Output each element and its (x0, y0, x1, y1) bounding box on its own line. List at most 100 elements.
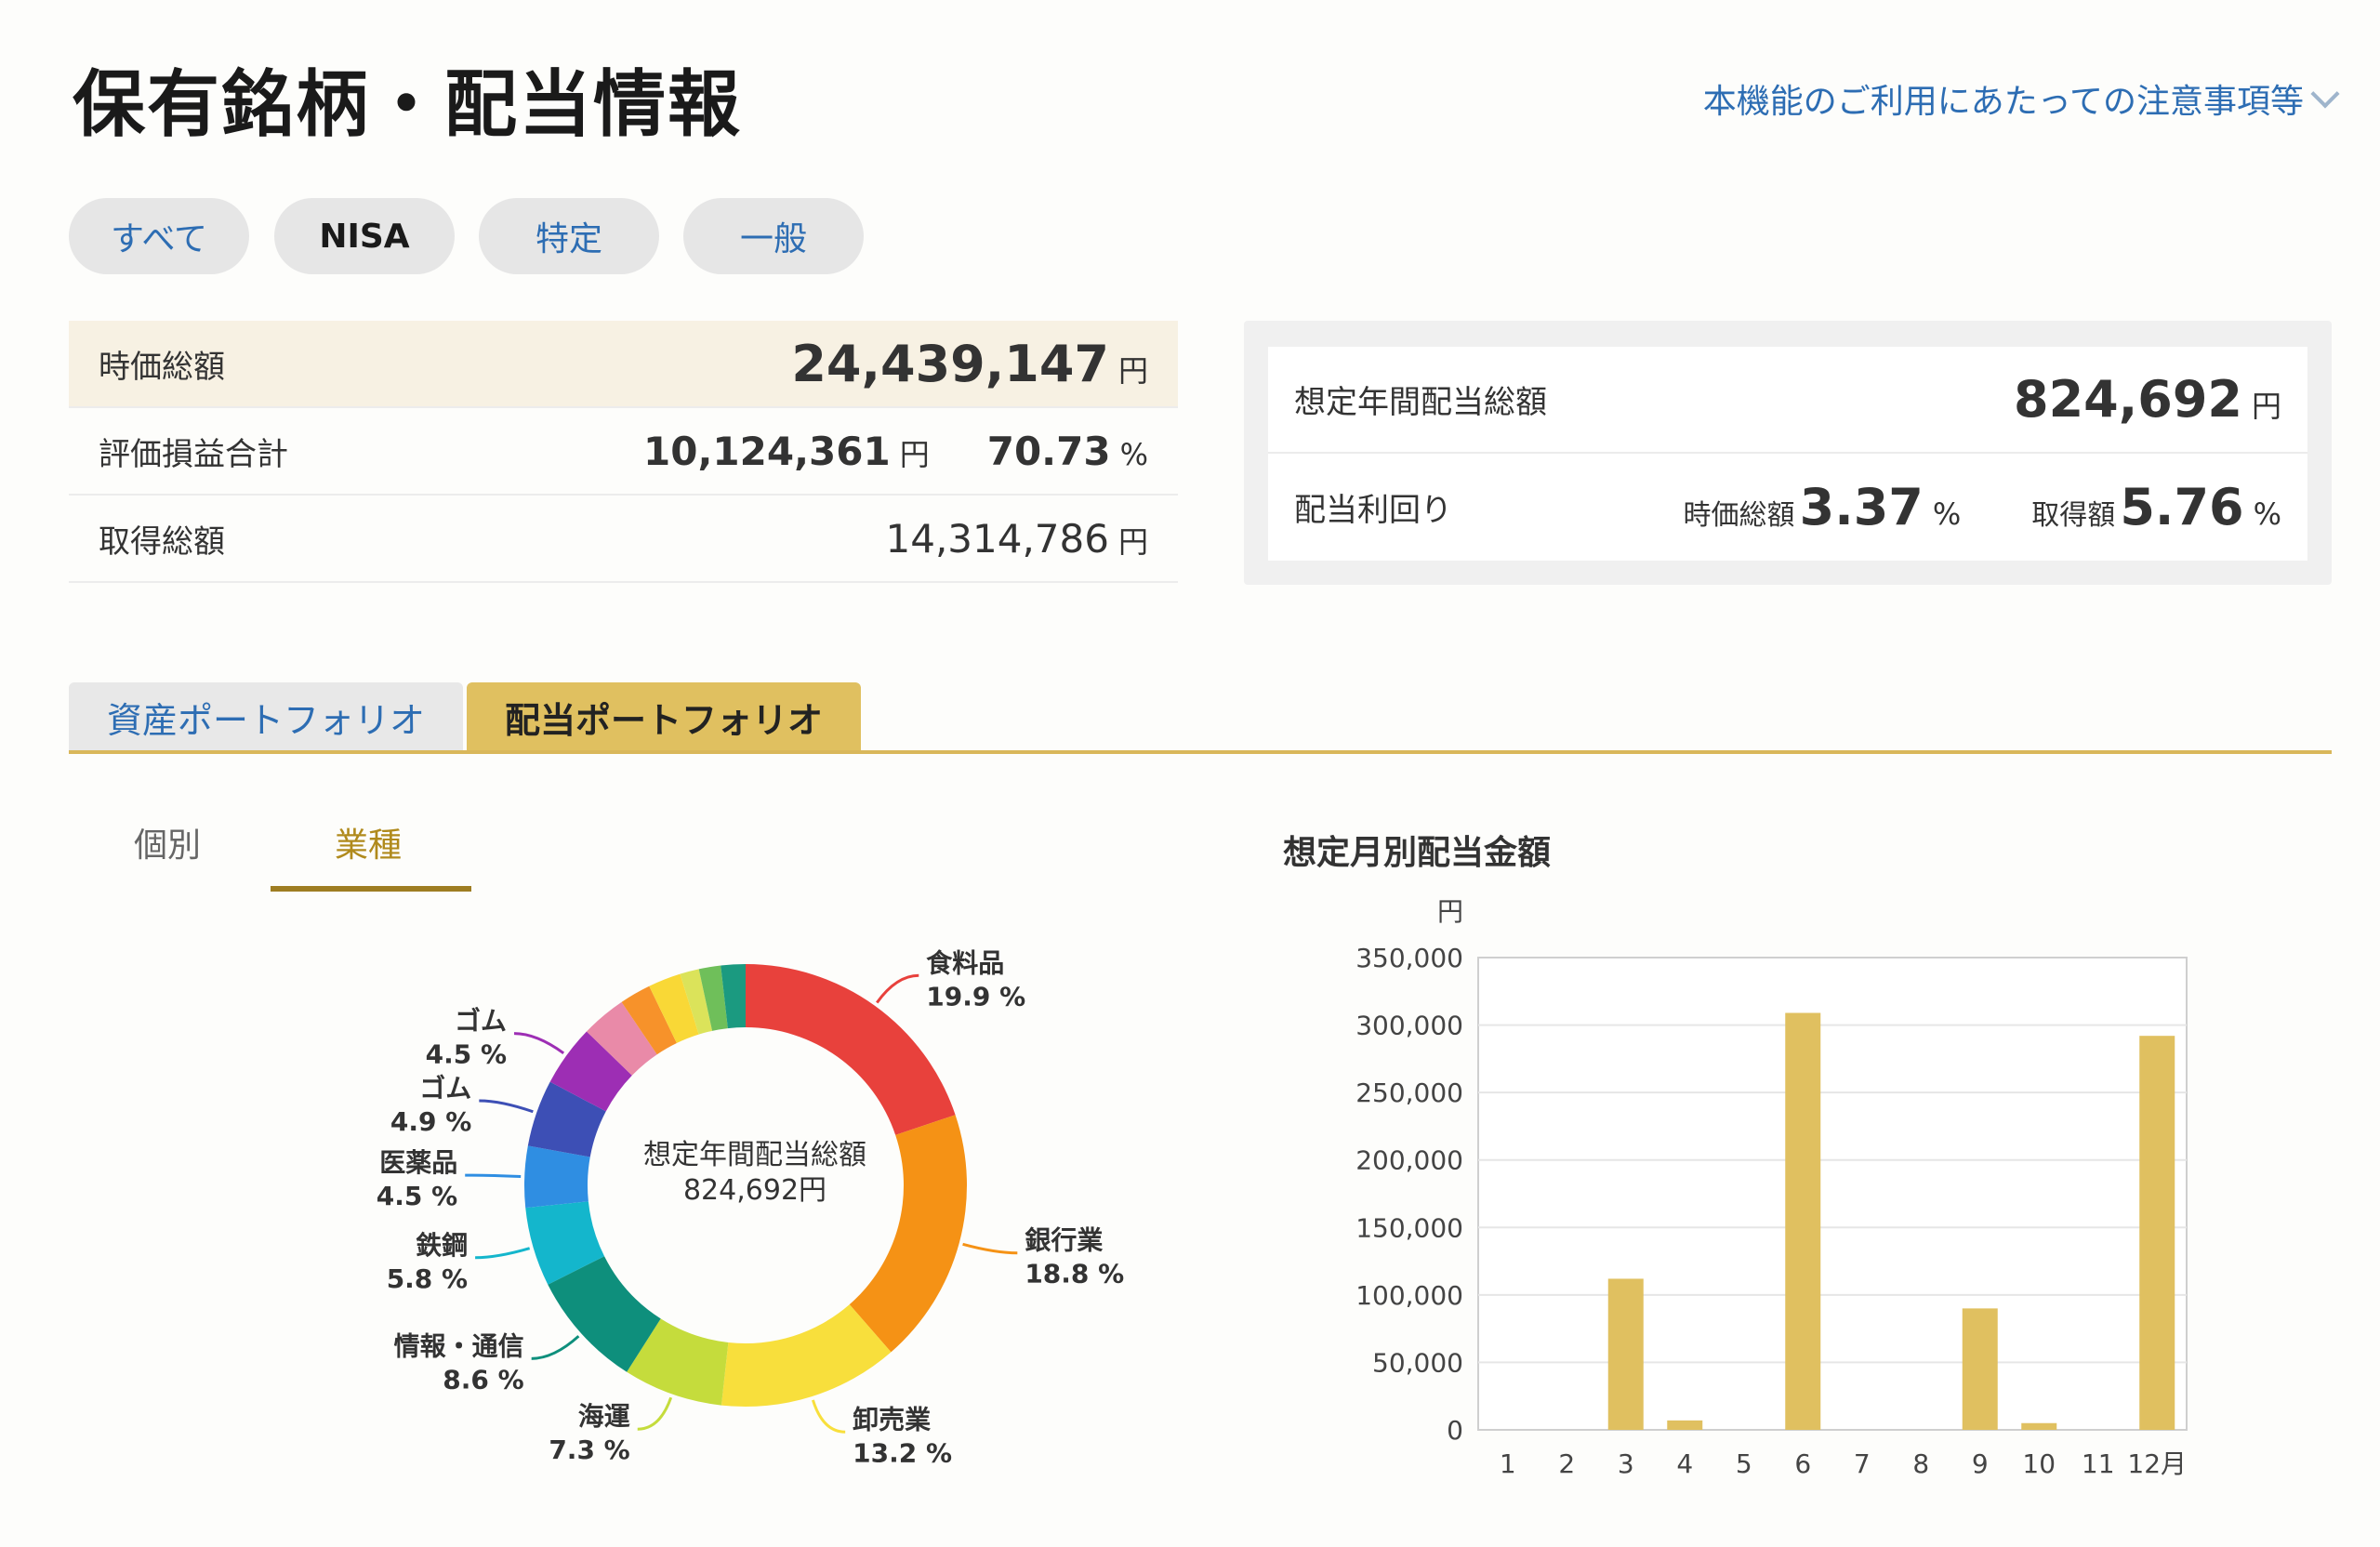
donut-slice-label: 卸売業 (853, 1404, 931, 1435)
acquisition-value: 14,314,786 円 (885, 515, 1149, 562)
donut-slice-pct: 18.8 % (1025, 1259, 1124, 1289)
y-tick-label: 150,000 (1355, 1212, 1463, 1243)
unrealized-pl-value: 10,124,361 円 (643, 428, 930, 474)
donut-center-label: 想定年間配当総額 (643, 1139, 866, 1171)
subtab-underline (271, 886, 471, 892)
donut-slice-label: 海運 (578, 1401, 630, 1432)
subtab-industry[interactable]: 業種 (335, 826, 403, 865)
dividend-yield-label: 配当利回り (1294, 492, 1452, 529)
donut-leader-line (811, 1399, 846, 1434)
donut-slice-label: 銀行業 (1025, 1225, 1103, 1256)
yield-cost: 取得額 5.76% (2031, 478, 2281, 536)
donut-slice-pct: 4.9 % (390, 1106, 471, 1137)
donut-slice[interactable] (849, 1115, 967, 1353)
y-tick-label: 250,000 (1355, 1078, 1463, 1108)
month-bar[interactable] (1667, 1420, 1703, 1430)
market-value-label: 時価総額 (99, 348, 225, 386)
filter-ippan-button[interactable]: 一般 (683, 198, 864, 274)
subtab-individual[interactable]: 個別 (134, 826, 202, 865)
x-tick-label: 11 (2082, 1448, 2115, 1479)
plot-area (1477, 957, 2188, 1431)
y-tick-label: 50,000 (1372, 1347, 1463, 1378)
market-value: 24,439,147 円 (791, 334, 1148, 393)
tab-asset-portfolio[interactable]: 資産ポートフォリオ (69, 682, 463, 751)
donut-leader-line (531, 1335, 580, 1360)
donut-leader-line (637, 1396, 673, 1431)
donut-leader-line (962, 1242, 1018, 1255)
donut-leader-line (479, 1099, 534, 1114)
month-bar[interactable] (1785, 1012, 1821, 1430)
month-bar[interactable] (1607, 1278, 1644, 1430)
x-tick-label: 5 (1736, 1448, 1752, 1479)
x-tick-label: 1 (1500, 1448, 1516, 1479)
notice-link[interactable]: 本機能のご利用にあたっての注意事項等 (1702, 74, 2340, 123)
donut-leader-line (514, 1032, 565, 1055)
x-tick-label: 9 (1972, 1448, 1989, 1479)
acquisition-row: 取得総額 14,314,786 円 (69, 496, 1178, 583)
market-value-row: 時価総額 24,439,147 円 (69, 321, 1178, 408)
month-bar[interactable] (1962, 1308, 1998, 1430)
donut-slice[interactable] (548, 1256, 661, 1372)
donut-slice-pct: 8.6 % (443, 1364, 523, 1395)
donut-slice[interactable] (627, 1318, 729, 1406)
y-tick-label: 0 (1447, 1415, 1463, 1446)
y-tick-label: 300,000 (1355, 1011, 1463, 1041)
donut-leader-line (475, 1247, 531, 1260)
donut-slice[interactable] (721, 964, 746, 1029)
donut-slice-label: 食料品 (926, 947, 1004, 978)
dividend-yield-row: 配当利回り 時価総額 3.37% 取得額 5.76% (1268, 454, 2307, 561)
page-title: 保有銘柄・配当情報 (73, 63, 743, 147)
donut-slice-pct: 4.5 % (377, 1181, 457, 1211)
donut-slice-pct: 5.8 % (387, 1263, 468, 1294)
x-tick-label: 10 (2022, 1448, 2056, 1479)
acquisition-label: 取得総額 (99, 522, 225, 561)
yield-market: 時価総額 3.37% (1683, 478, 1962, 536)
donut-slice[interactable] (680, 969, 713, 1035)
donut-slice[interactable] (527, 1081, 606, 1157)
month-bar[interactable] (2139, 1036, 2175, 1430)
y-tick-label: 350,000 (1355, 943, 1463, 973)
donut-slice[interactable] (621, 985, 677, 1055)
donut-slice[interactable] (524, 1145, 590, 1209)
donut-slice-pct: 19.9 % (926, 981, 1025, 1012)
unrealized-pl-pct: 70.73% (986, 428, 1148, 474)
monthly-bar-chart: 0 50,000 100,000 150,000 200,000 250,000 300,0… (1355, 896, 2188, 1479)
donut-leader-line (876, 973, 919, 1004)
y-axis-unit-label: 円 (1437, 896, 1463, 927)
chevron-down-icon[interactable] (2310, 79, 2340, 109)
filter-tokutei-button[interactable]: 特定 (479, 198, 659, 274)
tab-dividend-portfolio[interactable]: 配当ポートフォリオ (467, 682, 861, 751)
donut-slice[interactable] (746, 964, 956, 1135)
annual-dividend-row: 想定年間配当総額 824,692 円 (1268, 347, 2307, 454)
donut-slice[interactable] (649, 973, 699, 1044)
filter-all-button[interactable]: すべて (69, 198, 249, 274)
filter-nisa-button[interactable]: NISA (274, 198, 455, 274)
dividend-summary-panel: 想定年間配当総額 824,692 円 配当利回り 時価総額 3.37% 取得額 5… (1244, 321, 2332, 585)
x-tick-label: 8 (1912, 1448, 1929, 1479)
donut-slice-pct: 4.5 % (426, 1039, 507, 1070)
annual-dividend-value: 824,692 円 (2014, 370, 2281, 429)
donut-slice[interactable] (525, 1201, 605, 1285)
donut-slice-pct: 13.2 % (853, 1437, 952, 1468)
notice-link-label[interactable]: 本機能のご利用にあたっての注意事項等 (1702, 83, 2304, 121)
annual-dividend-label: 想定年間配当総額 (1294, 384, 1547, 421)
x-tick-label: 2 (1558, 1448, 1575, 1479)
donut-center-value: 824,692円 (683, 1174, 826, 1207)
donut-slice[interactable] (721, 1304, 892, 1407)
month-bar[interactable] (2021, 1422, 2057, 1430)
donut-slice-label: ゴム (455, 1006, 507, 1037)
donut-slice-label: 情報・通信 (394, 1330, 524, 1361)
y-tick-label: 200,000 (1355, 1145, 1463, 1176)
donut-slice[interactable] (586, 1001, 657, 1076)
unrealized-pl-label: 評価損益合計 (99, 435, 288, 473)
donut-slice[interactable] (698, 965, 728, 1031)
donut-slice-label: 医薬品 (379, 1147, 457, 1178)
x-tick-label: 4 (1676, 1448, 1693, 1479)
monthly-chart-title: 想定月別配当金額 (1283, 834, 1552, 872)
x-tick-label: 12月 (2127, 1448, 2187, 1479)
donut-slice[interactable] (549, 1031, 632, 1112)
x-tick-label: 3 (1618, 1448, 1634, 1479)
donut-slice-pct: 7.3 % (549, 1435, 629, 1465)
x-tick-label: 7 (1854, 1448, 1871, 1479)
